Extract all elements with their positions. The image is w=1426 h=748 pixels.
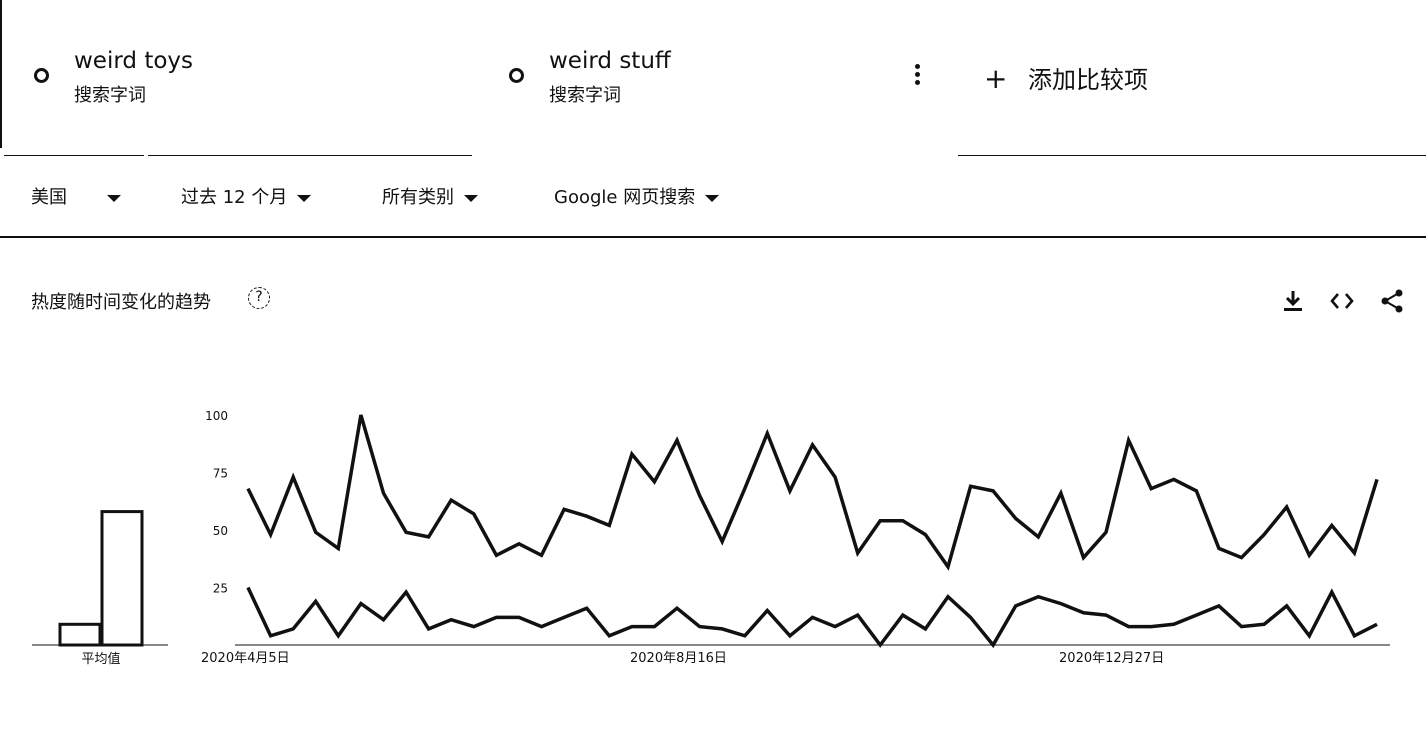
search-type-filter-label: Google 网页搜索: [554, 187, 696, 208]
series-line-1: [246, 414, 1379, 571]
region-filter[interactable]: 美国: [31, 183, 121, 211]
category-filter[interactable]: 所有类别: [382, 183, 478, 211]
chevron-down-icon: [464, 194, 478, 202]
header-border: [0, 0, 2, 148]
y-tick-label: 25: [213, 582, 228, 596]
add-comparison-button[interactable]: + 添加比较项: [984, 62, 1148, 98]
filter-divider: [0, 236, 1426, 238]
chevron-down-icon: [705, 194, 720, 202]
more-vert-icon[interactable]: [905, 62, 929, 92]
term-name: weird stuff: [549, 48, 671, 74]
y-axis-ticks: 100 75 50 25: [205, 409, 228, 596]
average-bar: [58, 622, 102, 647]
trend-chart: 平均值 100 75 50 25 2020年4月5日 2020年8月16日 2020年12…: [32, 409, 1390, 667]
term-underline: [4, 155, 144, 156]
add-comparison-label: 添加比较项: [1028, 66, 1148, 94]
help-icon[interactable]: ?: [248, 287, 270, 309]
series-lines: [246, 414, 1379, 649]
download-icon[interactable]: [1280, 288, 1306, 314]
add-underline: [958, 155, 1426, 156]
time-filter[interactable]: 过去 12 个月: [181, 183, 312, 211]
term-name: weird toys: [74, 48, 193, 74]
y-tick-label: 100: [205, 409, 228, 423]
category-filter-label: 所有类别: [382, 187, 454, 208]
series-line-2: [246, 586, 1378, 649]
average-chart: 平均值: [32, 510, 168, 667]
y-tick-label: 50: [213, 524, 228, 538]
region-filter-label: 美国: [31, 187, 67, 208]
plus-icon: +: [984, 62, 1008, 95]
average-bar: [100, 510, 144, 647]
x-tick-label: 2020年4月5日: [201, 651, 290, 666]
time-filter-label: 过去 12 个月: [181, 187, 288, 208]
search-terms-bar: weird toys 搜索字词 weird stuff 搜索字词 + 添加比较项: [0, 0, 1426, 157]
y-tick-label: 75: [213, 467, 228, 481]
share-icon[interactable]: [1379, 288, 1405, 314]
term-underline: [148, 155, 472, 156]
embed-icon[interactable]: [1329, 288, 1355, 314]
x-axis-ticks: 2020年4月5日 2020年8月16日 2020年12月27日: [201, 651, 1164, 666]
term-type: 搜索字词: [74, 85, 146, 106]
x-tick-label: 2020年12月27日: [1059, 651, 1164, 666]
chevron-down-icon: [297, 194, 312, 202]
term-type: 搜索字词: [549, 85, 621, 106]
section-title: 热度随时间变化的趋势: [31, 292, 211, 313]
x-tick-label: 2020年8月16日: [630, 651, 727, 666]
series-dot-icon: [509, 68, 524, 83]
chevron-down-icon: [107, 194, 121, 202]
search-type-filter[interactable]: Google 网页搜索: [554, 183, 720, 211]
series-dot-icon: [34, 68, 49, 83]
average-label: 平均值: [81, 651, 120, 667]
